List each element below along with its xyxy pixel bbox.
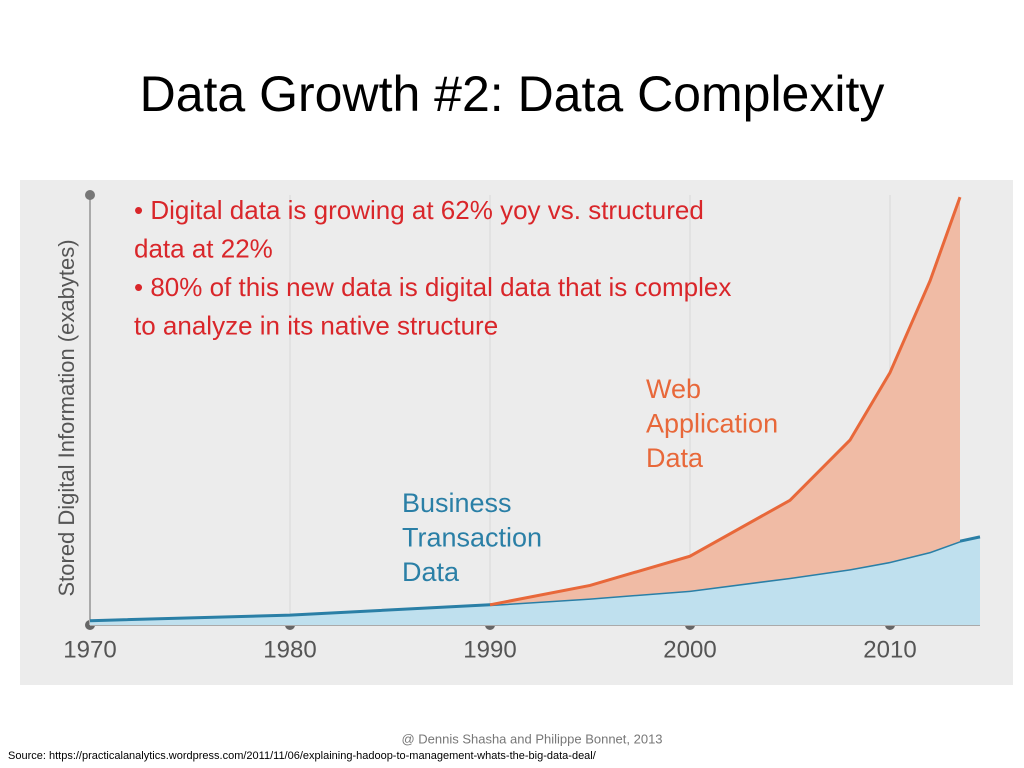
area bbox=[490, 197, 960, 605]
line bbox=[489, 196, 962, 607]
bullet-text: • 80% of this new data is digital data t… bbox=[134, 272, 731, 302]
chart: 1970 1980 1990 2000 2010 Stored Digital Infor… bbox=[54, 190, 981, 663]
x-tick-label: 1970 bbox=[63, 636, 116, 663]
bullet-text: • Digital data is growing at 62% yoy vs.… bbox=[134, 195, 704, 225]
source: Source: https://practicalanalytics.wordp… bbox=[8, 750, 597, 762]
slide-title: Data Growth #2: Data Complexity bbox=[140, 66, 885, 122]
x-tick-label: 2000 bbox=[663, 636, 716, 663]
x-tick-label: 1990 bbox=[463, 636, 516, 663]
series-label: Application bbox=[646, 409, 778, 439]
footer: @ Dennis Shasha and Philippe Bonnet, 201… bbox=[401, 731, 662, 746]
axis-dot bbox=[85, 190, 95, 200]
series-label: Business bbox=[402, 488, 512, 518]
series-label: Web bbox=[646, 374, 701, 404]
series-label: Transaction bbox=[402, 523, 542, 553]
series-label: Data bbox=[402, 557, 460, 587]
x-tick-label: 2010 bbox=[863, 636, 916, 663]
series-label: Data bbox=[646, 443, 704, 473]
bullet-text: to analyze in its native structure bbox=[134, 310, 498, 340]
bullet-text: data at 22% bbox=[134, 233, 273, 263]
area bbox=[90, 536, 980, 625]
y-axis-label: Stored Digital Information (exabytes) bbox=[54, 239, 79, 596]
x-tick-label: 1980 bbox=[263, 636, 316, 663]
